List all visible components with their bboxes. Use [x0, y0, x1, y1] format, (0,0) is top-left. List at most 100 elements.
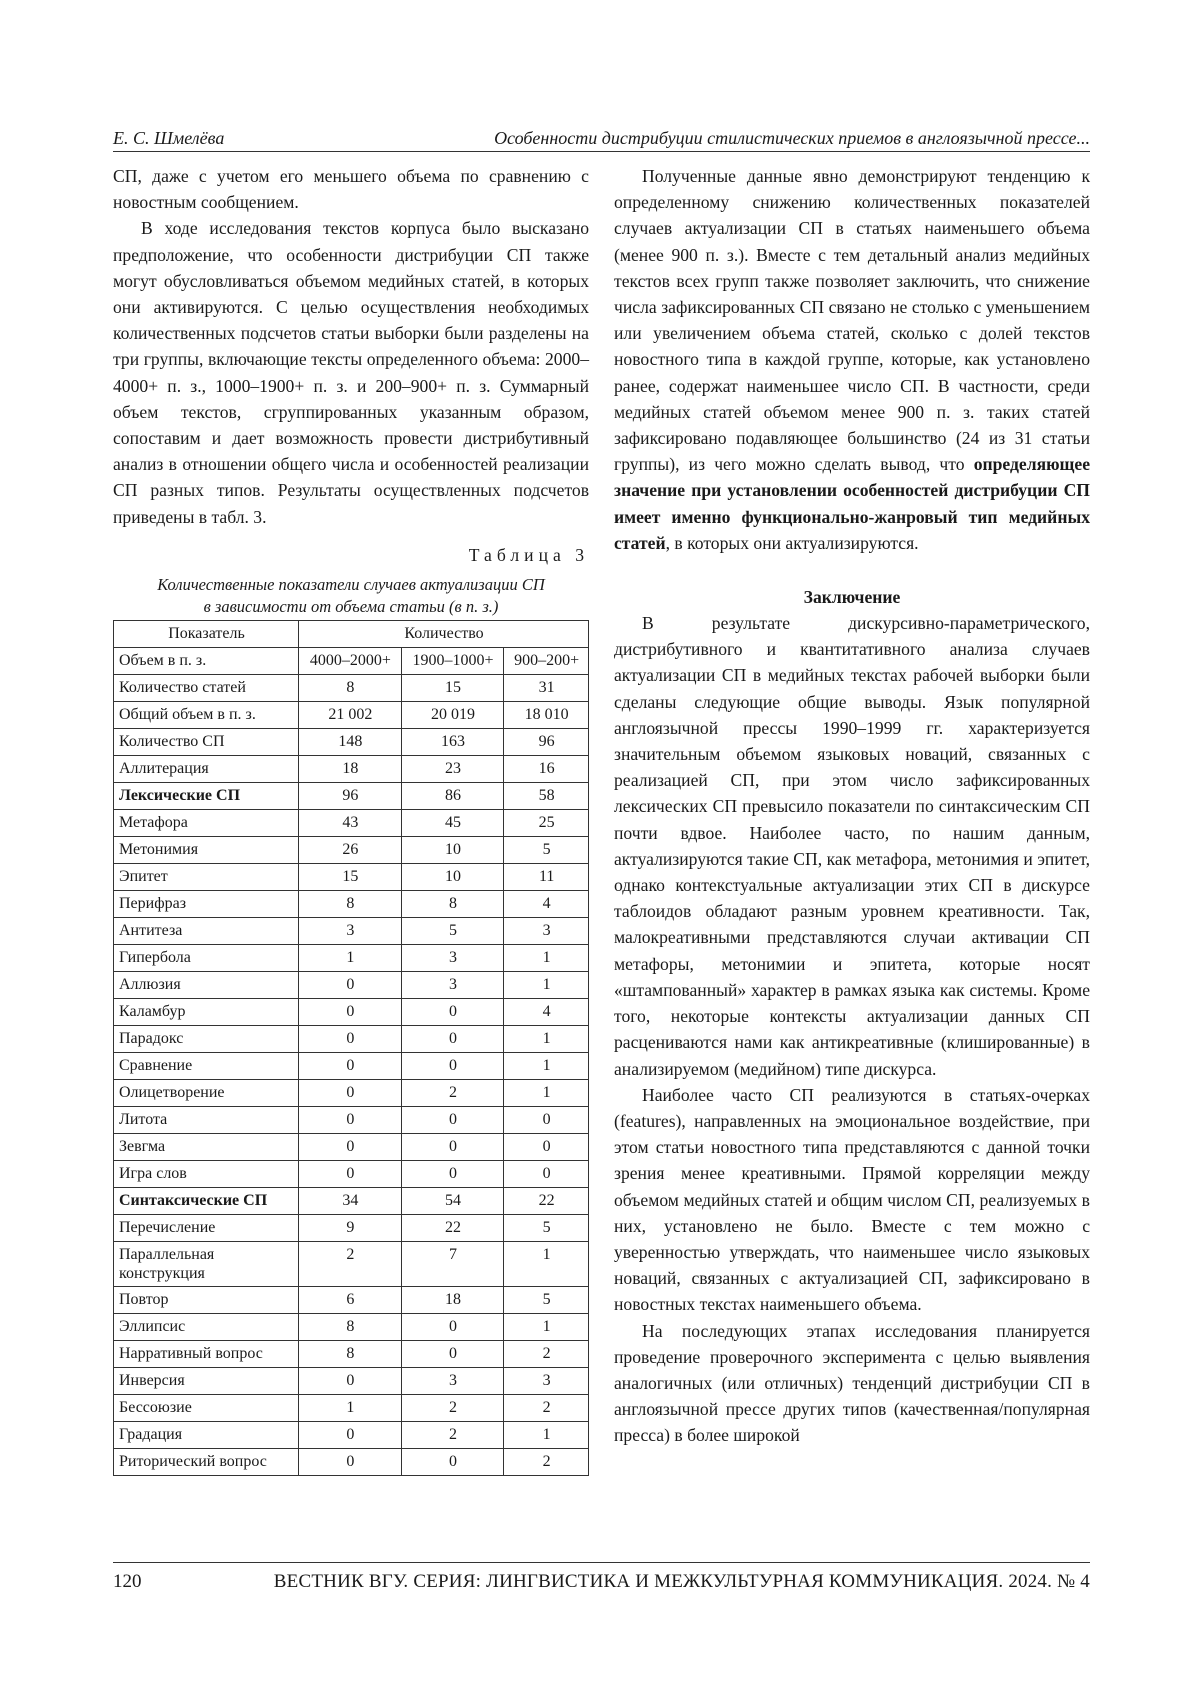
cell-value: 0	[299, 1053, 402, 1080]
cell-value: 3	[401, 1368, 504, 1395]
table-row: Количество СП14816396	[114, 729, 589, 756]
row-label: Зевгма	[114, 1134, 299, 1161]
cell-value: 18	[401, 1287, 504, 1314]
cell-value: 1	[504, 945, 589, 972]
table-row: Эпитет151011	[114, 864, 589, 891]
page: Е. С. Шмелёва Особенности дистрибуции ст…	[0, 0, 1200, 1697]
cell-value: 5	[504, 1287, 589, 1314]
table-header-row: Показатель Количество	[114, 621, 589, 648]
cell-value: 16	[504, 756, 589, 783]
row-label: Аллитерация	[114, 756, 299, 783]
row-label: Риторический вопрос	[114, 1449, 299, 1476]
paragraph: В результате дискурсивно-параметрическог…	[614, 610, 1090, 1082]
cell-value: 3	[504, 1368, 589, 1395]
row-label: Общий объем в п. з.	[114, 702, 299, 729]
header-title: Особенности дистрибуции стилистических п…	[494, 125, 1090, 151]
table-row: Игра слов000	[114, 1161, 589, 1188]
cell-value: 5	[504, 837, 589, 864]
row-label: Олицетворение	[114, 1080, 299, 1107]
cell-value: 96	[504, 729, 589, 756]
text: Полученные данные явно демонстрируют тен…	[614, 166, 1090, 474]
table-row: Эллипсис801	[114, 1314, 589, 1341]
table-row: Нарративный вопрос802	[114, 1341, 589, 1368]
table-row: Риторический вопрос002	[114, 1449, 589, 1476]
row-label: Инверсия	[114, 1368, 299, 1395]
row-label: Метонимия	[114, 837, 299, 864]
table-caption: Количественные показатели случаев актуал…	[113, 574, 589, 618]
journal-name: ВЕСТНИК ВГУ. СЕРИЯ: ЛИНГВИСТИКА И МЕЖКУЛ…	[274, 1569, 1090, 1595]
cell-value: 7	[401, 1242, 504, 1287]
cell-value: 2	[401, 1395, 504, 1422]
cell-value: 5	[401, 918, 504, 945]
row-label: Каламбур	[114, 999, 299, 1026]
cell-value: 3	[299, 918, 402, 945]
table-row: Лексические СП968658	[114, 783, 589, 810]
cell-value: 86	[401, 783, 504, 810]
cell-value: 0	[299, 1080, 402, 1107]
column-header: Показатель	[114, 621, 299, 648]
row-label: Перифраз	[114, 891, 299, 918]
cell-value: 2	[299, 1242, 402, 1287]
cell-value: 21 002	[299, 702, 402, 729]
table-row: Общий объем в п. з.21 00220 01918 010	[114, 702, 589, 729]
table-row: Парадокс001	[114, 1026, 589, 1053]
cell-value: 8	[299, 1341, 402, 1368]
caption-line: Количественные показатели случаев актуал…	[113, 574, 589, 596]
cell-value: 148	[299, 729, 402, 756]
table-row: Каламбур004	[114, 999, 589, 1026]
table-row: Антитеза353	[114, 918, 589, 945]
cell-value: 0	[401, 1449, 504, 1476]
cell-value: 0	[299, 1134, 402, 1161]
cell-value: 1	[504, 972, 589, 999]
cell-value: 2	[504, 1449, 589, 1476]
cell-value: 18	[299, 756, 402, 783]
cell-value: 0	[299, 1368, 402, 1395]
cell-value: 900–200+	[504, 648, 589, 675]
cell-value: 15	[299, 864, 402, 891]
table-row: Перечисление9225	[114, 1215, 589, 1242]
cell-value: 0	[401, 999, 504, 1026]
cell-value: 10	[401, 864, 504, 891]
header-author: Е. С. Шмелёва	[113, 125, 224, 151]
cell-value: 3	[401, 972, 504, 999]
cell-value: 8	[299, 675, 402, 702]
cell-value: 4	[504, 999, 589, 1026]
page-number: 120	[113, 1569, 142, 1595]
right-column: Полученные данные явно демонстрируют тен…	[614, 163, 1090, 1449]
table-row: Перифраз884	[114, 891, 589, 918]
table-row: Повтор6185	[114, 1287, 589, 1314]
cell-value: 45	[401, 810, 504, 837]
cell-value: 10	[401, 837, 504, 864]
left-column: СП, даже с учетом его меньшего объема по…	[113, 163, 589, 1476]
row-label: Эпитет	[114, 864, 299, 891]
row-label: Бессоюзие	[114, 1395, 299, 1422]
paragraph: На последующих этапах исследования плани…	[614, 1318, 1090, 1449]
row-label: Антитеза	[114, 918, 299, 945]
row-label: Количество статей	[114, 675, 299, 702]
table-row: Метонимия26105	[114, 837, 589, 864]
table-row: Объем в п. з.4000–2000+1900–1000+900–200…	[114, 648, 589, 675]
cell-value: 0	[401, 1161, 504, 1188]
row-label: Парадокс	[114, 1026, 299, 1053]
cell-value: 8	[299, 1314, 402, 1341]
section-heading: Заключение	[614, 584, 1090, 610]
row-label: Градация	[114, 1422, 299, 1449]
cell-value: 0	[299, 1107, 402, 1134]
cell-value: 1	[504, 1053, 589, 1080]
row-label: Повтор	[114, 1287, 299, 1314]
cell-value: 4	[504, 891, 589, 918]
cell-value: 0	[299, 1422, 402, 1449]
table-row: Аллюзия031	[114, 972, 589, 999]
cell-value: 25	[504, 810, 589, 837]
cell-value: 54	[401, 1188, 504, 1215]
cell-value: 0	[504, 1134, 589, 1161]
text: , в которых они актуализируются.	[666, 533, 919, 553]
cell-value: 1	[504, 1422, 589, 1449]
table-row: Олицетворение021	[114, 1080, 589, 1107]
cell-value: 2	[401, 1422, 504, 1449]
table-row: Зевгма000	[114, 1134, 589, 1161]
cell-value: 8	[299, 891, 402, 918]
cell-value: 163	[401, 729, 504, 756]
row-label: Количество СП	[114, 729, 299, 756]
column-header: Количество	[299, 621, 589, 648]
